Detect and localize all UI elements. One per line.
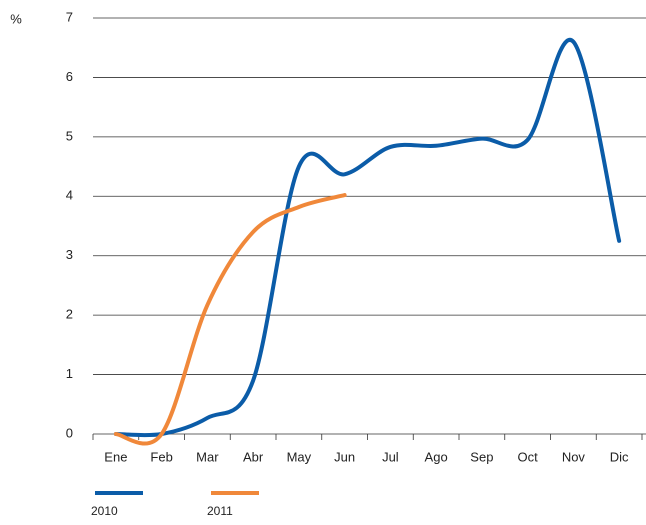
- x-tick-label: Oct: [518, 449, 539, 464]
- y-tick-label: 2: [66, 307, 73, 322]
- x-tick-label: Jun: [334, 449, 355, 464]
- x-tick-label: Jul: [382, 449, 399, 464]
- x-tick-label: Sep: [470, 449, 493, 464]
- x-tick-label: Ago: [425, 449, 448, 464]
- x-tick-label: Mar: [196, 449, 219, 464]
- y-tick-label: 1: [66, 366, 73, 381]
- x-tick-label: Ene: [104, 449, 127, 464]
- x-tick-label: Nov: [562, 449, 586, 464]
- y-axis-label: %: [10, 11, 22, 26]
- y-tick-label: 7: [66, 9, 73, 24]
- series-line: [113, 193, 347, 446]
- y-tick-label: 3: [66, 247, 73, 262]
- y-tick-label: 4: [66, 188, 73, 203]
- y-tick-label: 0: [66, 425, 73, 440]
- y-tick-label: 5: [66, 128, 73, 143]
- x-tick-label: May: [287, 449, 312, 464]
- y-tick-label: 6: [66, 69, 73, 84]
- x-tick-label: Feb: [150, 449, 172, 464]
- legend-label: 2010: [91, 504, 118, 518]
- series-line: [113, 37, 622, 438]
- x-tick-label: Abr: [243, 449, 264, 464]
- x-tick-label: Dic: [610, 449, 629, 464]
- legend-label: 2011: [207, 504, 233, 518]
